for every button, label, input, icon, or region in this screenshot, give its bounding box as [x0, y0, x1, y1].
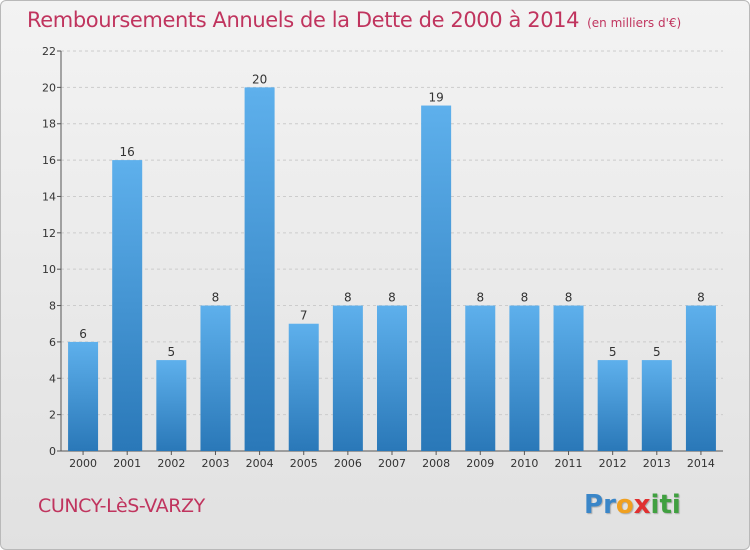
y-tick-label: 0 — [49, 445, 56, 458]
bar — [641, 360, 672, 451]
bar — [156, 360, 187, 451]
y-tick-label: 22 — [42, 45, 56, 58]
bar — [597, 360, 628, 451]
commune-name: CUNCY-LèS-VARZY — [38, 495, 205, 517]
x-tick-label: 2008 — [422, 457, 450, 470]
x-tick-label: 2011 — [555, 457, 583, 470]
y-tick-label: 14 — [42, 190, 56, 203]
logo-letter: i — [650, 490, 660, 520]
x-tick-label: 2001 — [113, 457, 141, 470]
chart-title-unit: (en milliers d'€) — [587, 16, 682, 30]
logo-letter: x — [633, 490, 651, 520]
y-tick-label: 10 — [42, 263, 56, 276]
bar-value-label: 20 — [252, 72, 267, 86]
x-tick-label: 2013 — [643, 457, 671, 470]
x-tick-label: 2014 — [687, 457, 715, 470]
x-tick-label: 2005 — [290, 457, 318, 470]
bar — [244, 87, 275, 451]
proxiti-logo: Proxiti — [584, 490, 681, 520]
bar-value-label: 19 — [428, 91, 443, 105]
bar-value-label: 7 — [300, 309, 308, 323]
y-tick-label: 18 — [42, 118, 56, 131]
logo-letter: P — [584, 490, 604, 520]
chart-title: Remboursements Annuels de la Dette de 20… — [27, 8, 681, 32]
bar — [112, 160, 143, 451]
bar-value-label: 8 — [476, 291, 484, 305]
bar — [685, 305, 716, 451]
logo-letter: i — [671, 490, 681, 520]
chart-title-text: Remboursements Annuels de la Dette de 20… — [27, 8, 580, 32]
y-tick-label: 8 — [49, 300, 56, 313]
y-tick-label: 4 — [49, 372, 56, 385]
x-tick-label: 2006 — [334, 457, 362, 470]
bar-value-label: 8 — [521, 291, 529, 305]
y-tick-label: 20 — [42, 81, 56, 94]
bar-value-label: 6 — [79, 327, 87, 341]
bar-value-label: 8 — [212, 291, 220, 305]
x-tick-label: 2007 — [378, 457, 406, 470]
bar-value-label: 5 — [168, 345, 176, 359]
bar-value-label: 8 — [697, 291, 705, 305]
bar — [553, 305, 584, 451]
x-tick-label: 2012 — [599, 457, 627, 470]
bar-value-label: 8 — [565, 291, 573, 305]
logo-letter: r — [603, 490, 616, 520]
bar — [509, 305, 540, 451]
bar-value-label: 8 — [388, 291, 396, 305]
y-tick-label: 12 — [42, 227, 56, 240]
labels: 6 2000 16 2001 5 2002 8 2003 20 2004 7 2005 8 2006 8 20… — [69, 72, 715, 470]
bar — [421, 105, 452, 451]
bar-value-label: 5 — [609, 345, 617, 359]
bar — [68, 341, 99, 451]
x-tick-label: 2002 — [157, 457, 185, 470]
bar — [465, 305, 496, 451]
x-tick-label: 2003 — [201, 457, 229, 470]
y-tick-label: 2 — [49, 409, 56, 422]
x-tick-label: 2000 — [69, 457, 97, 470]
y-tick-label: 16 — [42, 154, 56, 167]
logo-letter: o — [615, 490, 634, 520]
y-tick-label: 6 — [49, 336, 56, 349]
bar-value-label: 5 — [653, 345, 661, 359]
bar-value-label: 16 — [120, 145, 135, 159]
x-tick-label: 2010 — [510, 457, 538, 470]
bar — [377, 305, 407, 451]
bar — [288, 323, 319, 451]
x-tick-label: 2004 — [246, 457, 274, 470]
bars — [68, 87, 716, 451]
bar-value-label: 8 — [344, 291, 352, 305]
bar — [332, 305, 363, 451]
bar — [200, 305, 231, 451]
logo-letter: t — [659, 490, 672, 520]
x-tick-label: 2009 — [466, 457, 494, 470]
